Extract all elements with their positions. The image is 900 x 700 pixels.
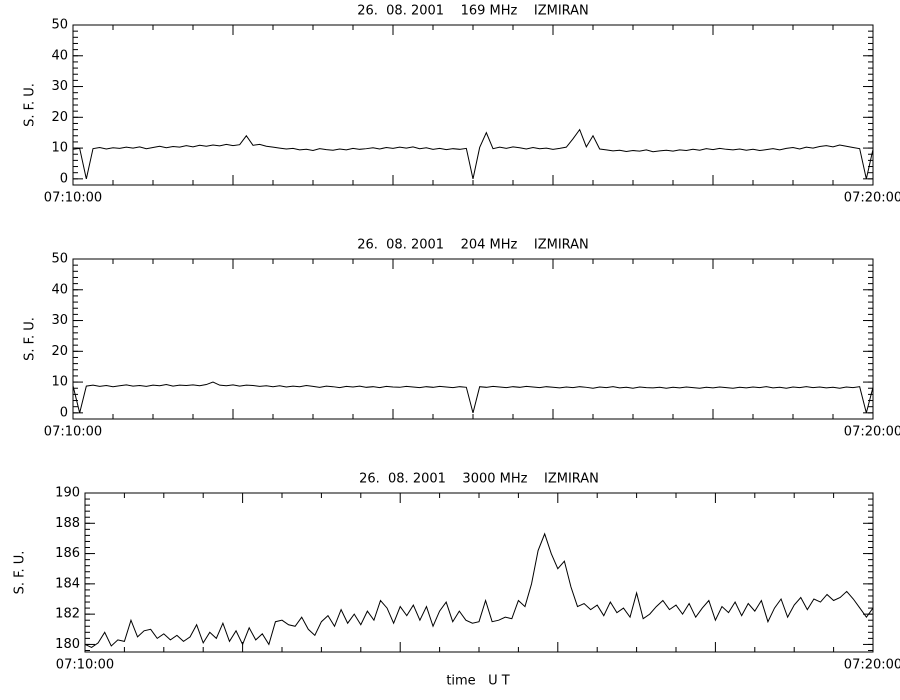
y-axis-label: S. F. U. (23, 317, 38, 361)
y-tick-label: 0 (60, 405, 68, 420)
plot-frame (72, 24, 874, 186)
y-tick-label: 180 (55, 637, 80, 652)
y-tick-label: 0 (60, 171, 68, 186)
x-tick-label: 07:20:00 (844, 425, 900, 440)
y-tick-label: 182 (55, 607, 80, 622)
data-line (72, 381, 874, 413)
x-tick-label: 07:20:00 (844, 191, 900, 206)
y-tick-label: 188 (55, 516, 80, 531)
y-tick-label: 184 (55, 576, 80, 591)
plot-frame (72, 258, 874, 420)
y-tick-label: 10 (51, 141, 68, 156)
data-line (72, 128, 874, 179)
y-axis-label: S. F. U. (13, 551, 28, 595)
y-tick-label: 10 (51, 375, 68, 390)
x-tick-label: 07:10:00 (44, 191, 102, 206)
y-tick-label: 30 (51, 313, 68, 328)
y-tick-label: 20 (51, 110, 68, 125)
chart-title: 26. 08. 2001 204 MHz IZMIRAN (357, 238, 589, 253)
y-tick-label: 190 (55, 486, 80, 501)
y-tick-label: 20 (51, 344, 68, 359)
y-tick-label: 40 (51, 48, 68, 63)
plot-frame (84, 492, 874, 653)
y-tick-label: 186 (55, 546, 80, 561)
y-tick-label: 50 (51, 18, 68, 33)
chart-title: 26. 08. 2001 3000 MHz IZMIRAN (359, 472, 599, 487)
y-tick-label: 30 (51, 79, 68, 94)
x-tick-label: 07:20:00 (844, 658, 900, 673)
chart-title: 26. 08. 2001 169 MHz IZMIRAN (357, 4, 589, 19)
x-axis-label: time U T (446, 674, 509, 689)
y-axis-label: S. F. U. (23, 83, 38, 127)
x-tick-label: 07:10:00 (56, 658, 114, 673)
y-tick-label: 40 (51, 282, 68, 297)
data-line (84, 532, 874, 649)
x-tick-label: 07:10:00 (44, 425, 102, 440)
y-tick-label: 50 (51, 252, 68, 267)
